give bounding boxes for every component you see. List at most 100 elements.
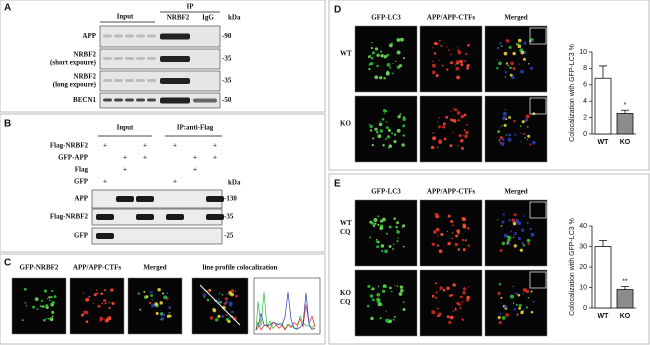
puncta bbox=[462, 217, 467, 222]
panel-letter: E bbox=[334, 179, 341, 190]
puncta bbox=[529, 143, 532, 146]
puncta bbox=[503, 233, 508, 238]
puncta bbox=[385, 71, 390, 76]
puncta bbox=[157, 287, 161, 292]
panel-b-frame bbox=[0, 113, 326, 253]
puncta bbox=[202, 293, 206, 297]
puncta bbox=[110, 288, 114, 292]
row-label: WT bbox=[340, 50, 352, 58]
puncta bbox=[381, 117, 385, 121]
puncta bbox=[503, 51, 508, 56]
puncta bbox=[524, 118, 528, 122]
puncta bbox=[215, 317, 219, 322]
puncta bbox=[388, 245, 392, 249]
puncta bbox=[437, 307, 439, 310]
puncta bbox=[369, 129, 373, 132]
puncta bbox=[452, 283, 456, 287]
puncta bbox=[499, 248, 503, 252]
puncta bbox=[517, 221, 522, 226]
puncta bbox=[436, 244, 440, 247]
puncta bbox=[461, 318, 464, 321]
puncta bbox=[527, 297, 530, 299]
condition-mark: + bbox=[143, 154, 147, 162]
puncta bbox=[447, 214, 451, 218]
puncta bbox=[451, 294, 454, 297]
puncta bbox=[402, 301, 405, 304]
puncta bbox=[505, 313, 509, 317]
puncta bbox=[456, 62, 459, 65]
puncta bbox=[514, 231, 517, 235]
kda-marker: -50 bbox=[222, 96, 232, 104]
puncta bbox=[396, 240, 399, 243]
blot-band bbox=[160, 97, 190, 104]
puncta bbox=[435, 291, 438, 294]
puncta bbox=[463, 287, 467, 291]
bar bbox=[594, 246, 612, 309]
puncta bbox=[499, 41, 502, 45]
puncta bbox=[24, 302, 27, 304]
inset bbox=[529, 97, 547, 115]
puncta bbox=[154, 302, 158, 306]
puncta bbox=[385, 318, 390, 323]
puncta bbox=[108, 301, 111, 304]
input-label: Input bbox=[117, 13, 134, 21]
puncta bbox=[371, 143, 374, 147]
puncta bbox=[466, 66, 469, 70]
puncta bbox=[502, 111, 507, 116]
blot-band bbox=[147, 98, 156, 102]
puncta bbox=[230, 289, 235, 293]
puncta bbox=[49, 299, 51, 302]
puncta bbox=[467, 43, 470, 47]
puncta bbox=[155, 311, 159, 315]
puncta bbox=[39, 305, 43, 308]
puncta bbox=[391, 42, 393, 45]
condition-mark: + bbox=[193, 154, 197, 162]
puncta bbox=[384, 249, 388, 254]
puncta bbox=[49, 317, 54, 321]
puncta bbox=[104, 289, 107, 292]
inset bbox=[529, 271, 547, 289]
puncta bbox=[370, 316, 374, 321]
puncta bbox=[85, 320, 89, 324]
puncta bbox=[97, 304, 101, 308]
puncta bbox=[529, 66, 534, 70]
y-tick-label: 30 bbox=[579, 243, 587, 250]
puncta bbox=[395, 60, 397, 63]
puncta bbox=[390, 290, 393, 293]
micrograph bbox=[191, 277, 249, 335]
row-label: KO bbox=[340, 120, 351, 128]
kda-marker: -130 bbox=[224, 195, 237, 203]
puncta bbox=[520, 310, 524, 315]
puncta bbox=[377, 215, 380, 218]
puncta bbox=[88, 295, 91, 298]
blot-band bbox=[136, 98, 145, 102]
kda-marker: -35 bbox=[222, 77, 232, 85]
puncta bbox=[461, 146, 464, 150]
puncta bbox=[96, 292, 99, 295]
puncta bbox=[498, 139, 501, 142]
puncta bbox=[446, 286, 450, 291]
puncta bbox=[517, 38, 522, 43]
blot-band bbox=[147, 34, 156, 38]
error-bar bbox=[599, 65, 607, 79]
profile-trace bbox=[255, 292, 316, 331]
row-sublabel: (long expoure) bbox=[53, 81, 97, 89]
condition-mark: + bbox=[193, 166, 197, 174]
puncta bbox=[43, 289, 47, 293]
puncta bbox=[506, 241, 509, 244]
puncta bbox=[504, 76, 506, 78]
puncta bbox=[368, 124, 371, 126]
puncta bbox=[461, 238, 465, 242]
puncta bbox=[383, 112, 386, 114]
puncta bbox=[366, 304, 370, 308]
y-tick-label: 6 bbox=[583, 82, 587, 89]
profile-label: line profile colocalization bbox=[203, 264, 278, 272]
puncta bbox=[402, 117, 407, 121]
puncta bbox=[500, 141, 505, 146]
x-tick-label: KO bbox=[620, 139, 631, 146]
input-label: Input bbox=[117, 124, 134, 132]
puncta bbox=[368, 67, 371, 71]
bar bbox=[616, 113, 634, 135]
puncta bbox=[520, 50, 525, 55]
blot-band bbox=[147, 57, 156, 60]
